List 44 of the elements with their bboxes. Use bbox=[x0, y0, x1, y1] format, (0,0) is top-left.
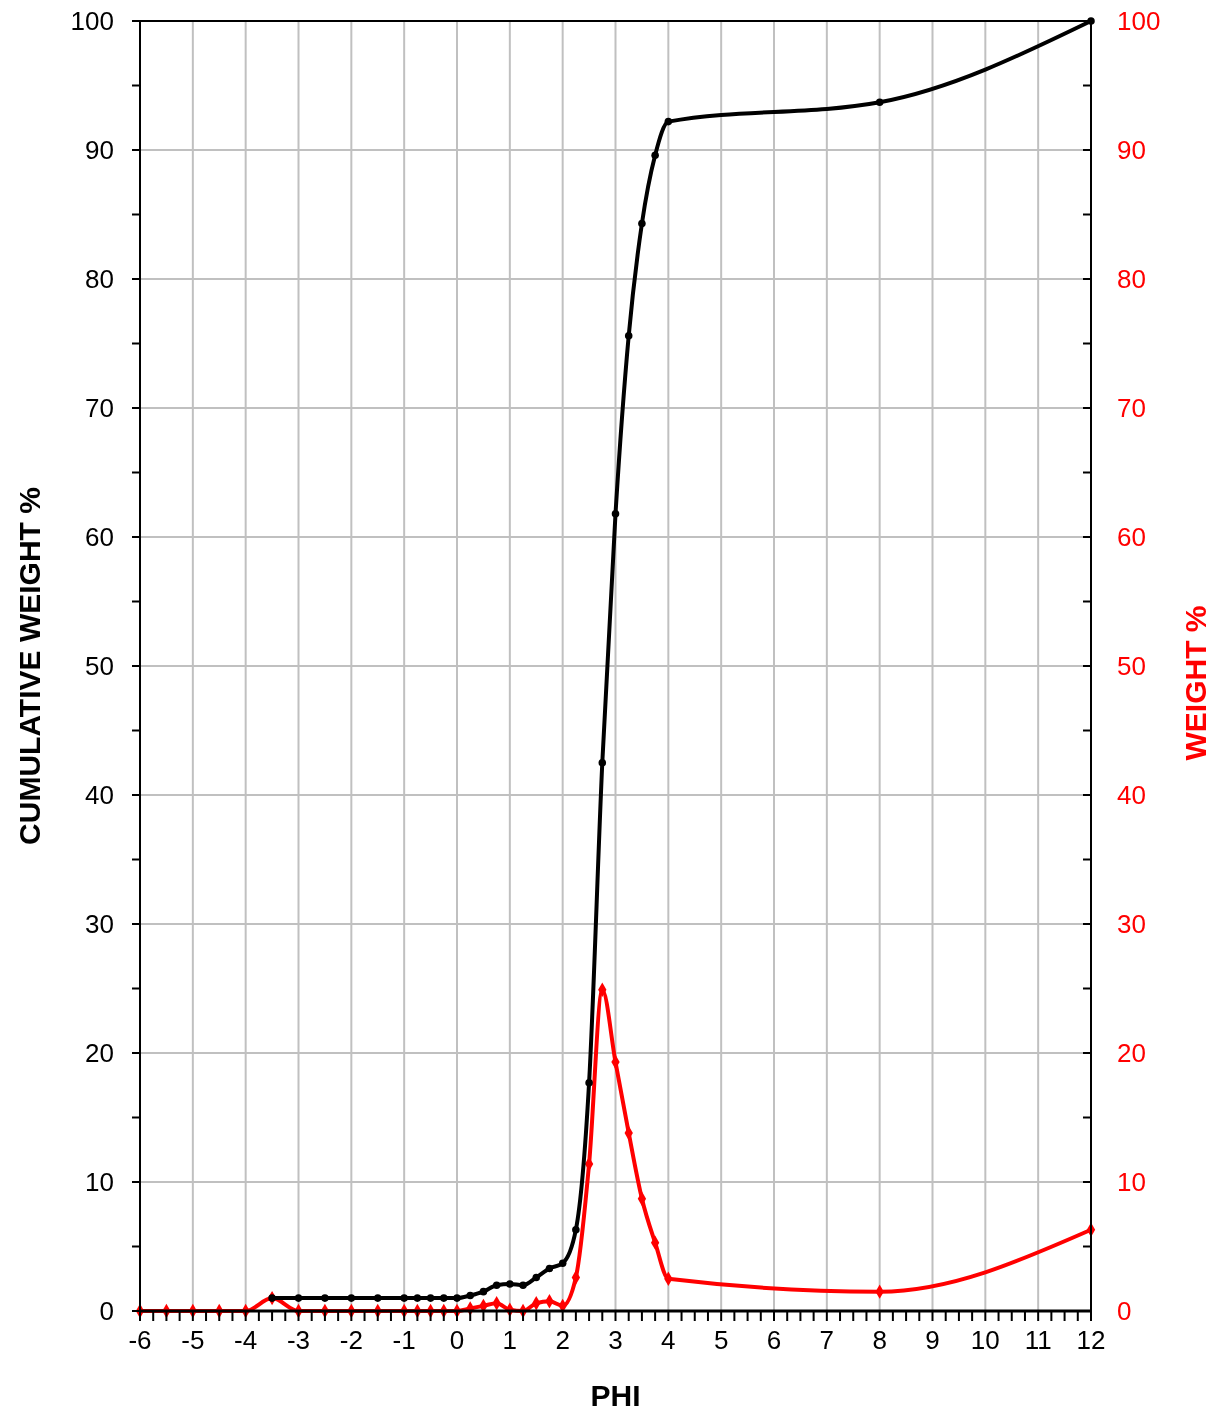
x-tick-label: 8 bbox=[872, 1325, 887, 1355]
y2-tick-label: 90 bbox=[1117, 135, 1146, 166]
x-tick-label: 10 bbox=[970, 1325, 1000, 1355]
y2-tick-label: 40 bbox=[1117, 780, 1146, 811]
x-tick-label: 4 bbox=[661, 1325, 676, 1355]
y-tick-label: 100 bbox=[70, 6, 114, 37]
x-tick-label: 3 bbox=[608, 1325, 623, 1355]
y2-tick-label: 100 bbox=[1117, 6, 1161, 37]
x-tick-label: 12 bbox=[1076, 1325, 1106, 1355]
x-tick-label: -3 bbox=[286, 1325, 311, 1355]
y-axis-title: CUMULATIVE WEIGHT % bbox=[13, 487, 46, 845]
y-tick-label: 80 bbox=[85, 264, 114, 295]
x-tick-label: 5 bbox=[713, 1325, 729, 1355]
y2-tick-label: 0 bbox=[1117, 1296, 1132, 1327]
y-tick-label: 40 bbox=[85, 780, 114, 811]
x-tick-label: 1 bbox=[502, 1325, 518, 1355]
y-tick-label: 0 bbox=[99, 1296, 114, 1327]
y-tick-label: 30 bbox=[85, 909, 114, 940]
x-tick-label: -4 bbox=[234, 1325, 258, 1355]
x-axis-title: PHI bbox=[590, 1379, 641, 1412]
y2-tick-label: 10 bbox=[1117, 1167, 1146, 1198]
y2-tick-label: 60 bbox=[1117, 522, 1146, 553]
y-tick-label: 50 bbox=[85, 651, 114, 682]
y2-tick-label: 70 bbox=[1117, 393, 1146, 424]
x-tick-label: 2 bbox=[555, 1325, 570, 1355]
x-tick-label: -5 bbox=[181, 1325, 205, 1355]
x-tick-label: 9 bbox=[925, 1325, 940, 1355]
x-tick-label: -6 bbox=[128, 1325, 152, 1355]
x-tick-label: 0 bbox=[449, 1325, 465, 1355]
x-tick-label: 11 bbox=[1024, 1325, 1052, 1355]
y-tick-label: 70 bbox=[85, 393, 114, 424]
y-tick-label: 90 bbox=[85, 135, 114, 166]
y-tick-label: 10 bbox=[85, 1167, 114, 1198]
y2-tick-label: 50 bbox=[1117, 651, 1146, 682]
y2-tick-label: 20 bbox=[1117, 1038, 1146, 1069]
y-tick-label: 20 bbox=[85, 1038, 114, 1069]
y-tick-label: 60 bbox=[85, 522, 114, 553]
x-tick-label: 6 bbox=[766, 1325, 782, 1355]
x-tick-label: 7 bbox=[819, 1325, 835, 1355]
x-tick-label: -1 bbox=[392, 1325, 416, 1355]
y2-tick-label: 30 bbox=[1117, 909, 1146, 940]
x-tick-label: -2 bbox=[339, 1325, 363, 1355]
y2-tick-label: 80 bbox=[1117, 264, 1146, 295]
y2-axis-title: WEIGHT % bbox=[1179, 605, 1212, 761]
